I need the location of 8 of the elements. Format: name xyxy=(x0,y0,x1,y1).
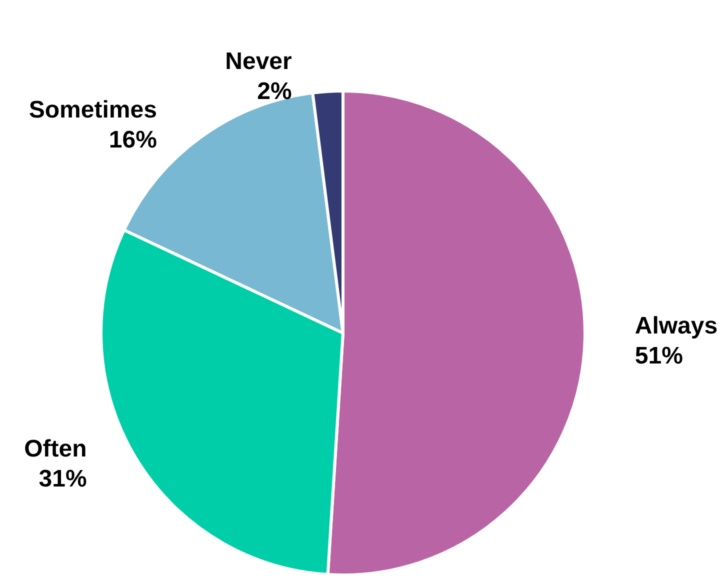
slice-label: Never xyxy=(225,48,292,76)
data-label: 51% xyxy=(634,342,683,370)
slice-label: Always xyxy=(634,312,718,340)
data-label: 31% xyxy=(38,465,87,492)
data-label: 16% xyxy=(108,126,157,154)
slice-label: Sometimes xyxy=(28,96,157,124)
slice-label: Often xyxy=(24,435,87,462)
data-label: 2% xyxy=(257,78,292,106)
